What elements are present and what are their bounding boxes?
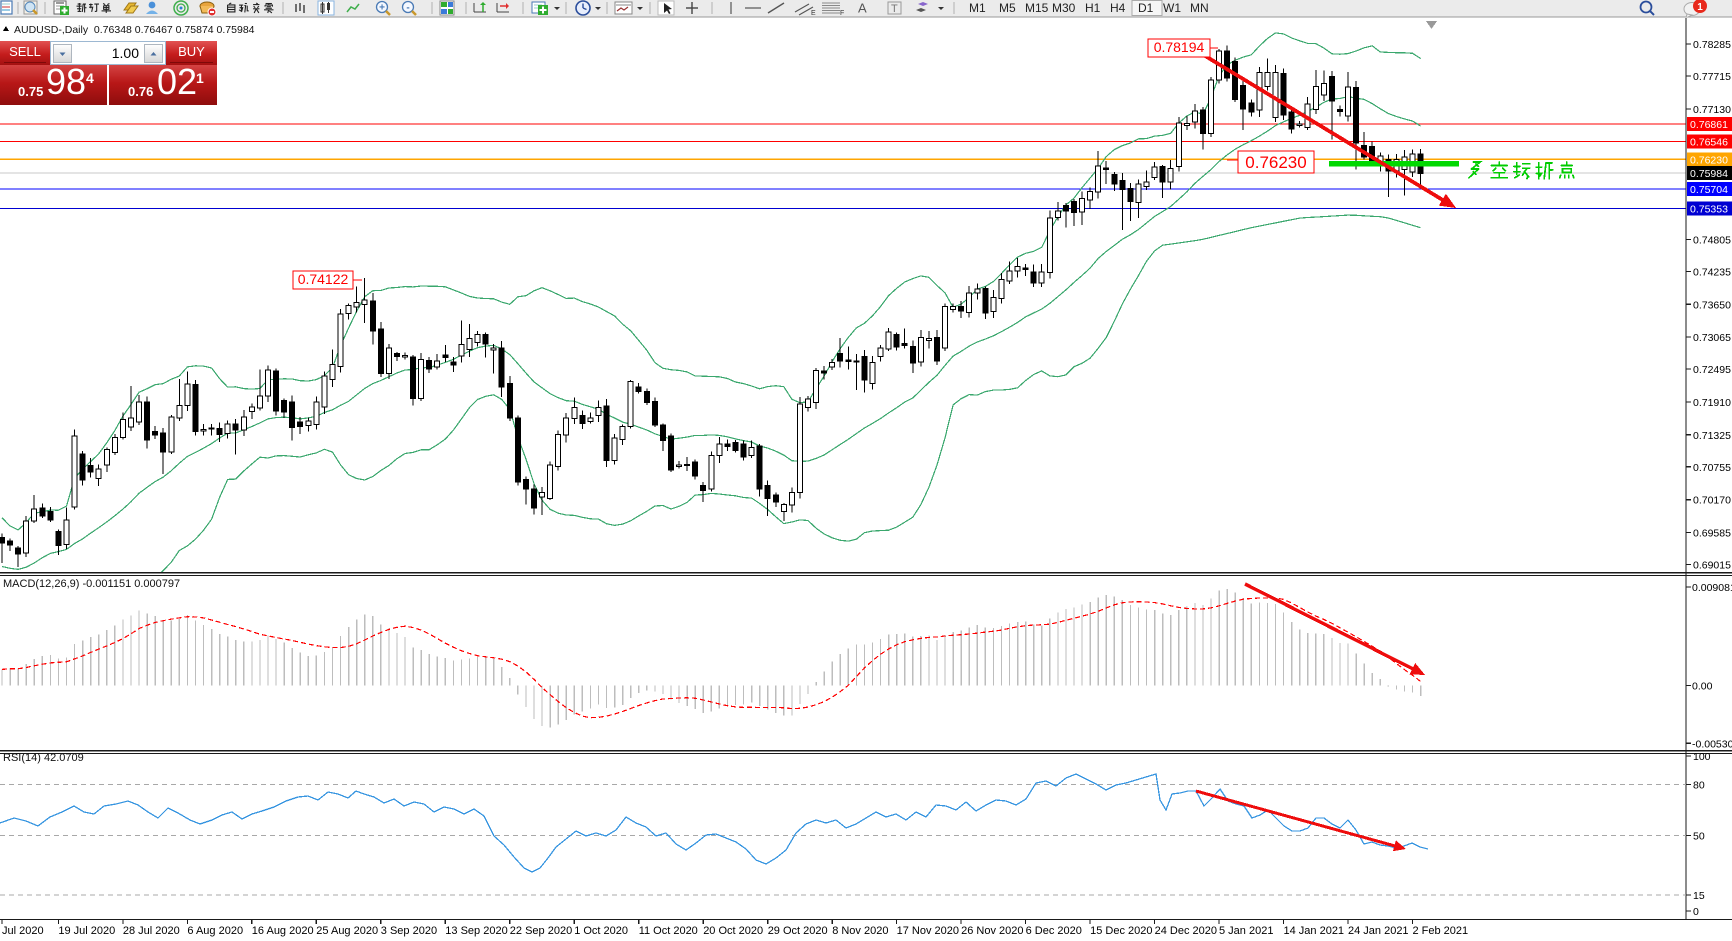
svg-text:100: 100 (1693, 751, 1711, 763)
svg-text:H4: H4 (1110, 1, 1126, 15)
svg-text:MN: MN (1190, 1, 1209, 15)
svg-text:0.75984: 0.75984 (1690, 168, 1728, 180)
svg-text:26 Nov 2020: 26 Nov 2020 (961, 925, 1023, 937)
svg-text:0.69015: 0.69015 (1693, 560, 1731, 572)
svg-text:0.78285: 0.78285 (1693, 39, 1731, 51)
svg-text:8 Nov 2020: 8 Nov 2020 (832, 925, 888, 937)
svg-text:20 Oct 2020: 20 Oct 2020 (703, 925, 763, 937)
svg-text:25 Aug 2020: 25 Aug 2020 (316, 925, 378, 937)
svg-text:0.70755: 0.70755 (1693, 462, 1731, 474)
svg-text:M1: M1 (969, 1, 986, 15)
svg-text:AUDUSD-,Daily 0.76348 0.76467: AUDUSD-,Daily 0.76348 0.76467 0.75874 0.… (14, 24, 255, 36)
svg-text:14 Jan 2021: 14 Jan 2021 (1284, 925, 1345, 937)
svg-text:0.70170: 0.70170 (1693, 495, 1731, 507)
svg-text:1: 1 (1697, 2, 1703, 13)
svg-text:E: E (811, 10, 816, 17)
svg-text:2 Feb 2021: 2 Feb 2021 (1413, 925, 1469, 937)
svg-text:16 Aug 2020: 16 Aug 2020 (252, 925, 314, 937)
svg-text:T: T (891, 3, 898, 15)
svg-text:D1: D1 (1138, 1, 1154, 15)
svg-text:0.73065: 0.73065 (1693, 332, 1731, 344)
svg-text:5 Jan 2021: 5 Jan 2021 (1219, 925, 1273, 937)
svg-text:RSI(14) 42.0709: RSI(14) 42.0709 (3, 752, 84, 764)
svg-text:0.74805: 0.74805 (1693, 234, 1731, 246)
svg-text:80: 80 (1693, 780, 1705, 792)
svg-text:0.75704: 0.75704 (1690, 184, 1728, 196)
svg-text:H1: H1 (1085, 1, 1101, 15)
svg-text:50: 50 (1693, 831, 1705, 843)
svg-text:6 Aug 2020: 6 Aug 2020 (187, 925, 243, 937)
svg-text:3 Sep 2020: 3 Sep 2020 (381, 925, 437, 937)
svg-text:19 Jul 2020: 19 Jul 2020 (58, 925, 115, 937)
svg-text:24 Jan 2021: 24 Jan 2021 (1348, 925, 1409, 937)
svg-text:0.75353: 0.75353 (1690, 204, 1728, 216)
svg-text:1 Oct 2020: 1 Oct 2020 (574, 925, 628, 937)
svg-text:0.76230: 0.76230 (1245, 153, 1306, 172)
svg-text:+: + (379, 3, 385, 14)
svg-text:22 Sep 2020: 22 Sep 2020 (510, 925, 572, 937)
svg-text:0.72495: 0.72495 (1693, 364, 1731, 376)
svg-text:0.76546: 0.76546 (1690, 137, 1728, 149)
svg-text:M15: M15 (1025, 1, 1049, 15)
svg-text:24 Dec 2020: 24 Dec 2020 (1155, 925, 1217, 937)
svg-text:A: A (858, 1, 867, 16)
svg-text:0.78194: 0.78194 (1154, 39, 1205, 55)
svg-text:F: F (840, 10, 844, 17)
svg-text:M5: M5 (999, 1, 1016, 15)
svg-text:-: - (406, 3, 409, 14)
svg-text:0.71325: 0.71325 (1693, 430, 1731, 442)
svg-text:W1: W1 (1163, 1, 1181, 15)
svg-text:0.77130: 0.77130 (1693, 104, 1731, 116)
svg-text:29 Oct 2020: 29 Oct 2020 (768, 925, 828, 937)
svg-text:11 Oct 2020: 11 Oct 2020 (639, 925, 698, 937)
svg-text:0.76230: 0.76230 (1690, 154, 1728, 166)
svg-text:28 Jul 2020: 28 Jul 2020 (123, 925, 180, 937)
svg-text:Jul 2020: Jul 2020 (2, 925, 44, 937)
svg-text:13 Sep 2020: 13 Sep 2020 (445, 925, 507, 937)
svg-text:0.76861: 0.76861 (1690, 119, 1728, 131)
svg-text:0: 0 (1693, 906, 1699, 918)
svg-text:M30: M30 (1052, 1, 1076, 15)
svg-text:0.69585: 0.69585 (1693, 528, 1731, 540)
svg-text:15 Dec 2020: 15 Dec 2020 (1090, 925, 1152, 937)
svg-text:17 Nov 2020: 17 Nov 2020 (897, 925, 959, 937)
svg-text:0.009081: 0.009081 (1692, 582, 1732, 594)
svg-text:15: 15 (1693, 890, 1705, 902)
svg-text:0.77715: 0.77715 (1693, 71, 1731, 83)
svg-text:0.71910: 0.71910 (1693, 397, 1731, 409)
svg-text:0.74122: 0.74122 (298, 271, 349, 287)
svg-text:-0.005306: -0.005306 (1692, 738, 1732, 750)
svg-text:6 Dec 2020: 6 Dec 2020 (1026, 925, 1082, 937)
svg-text:0.00: 0.00 (1692, 681, 1713, 693)
svg-text:MACD(12,26,9) -0.001151 0.0007: MACD(12,26,9) -0.001151 0.000797 (3, 578, 180, 590)
svg-text:0.73650: 0.73650 (1693, 299, 1731, 311)
svg-text:0.74235: 0.74235 (1693, 266, 1731, 278)
